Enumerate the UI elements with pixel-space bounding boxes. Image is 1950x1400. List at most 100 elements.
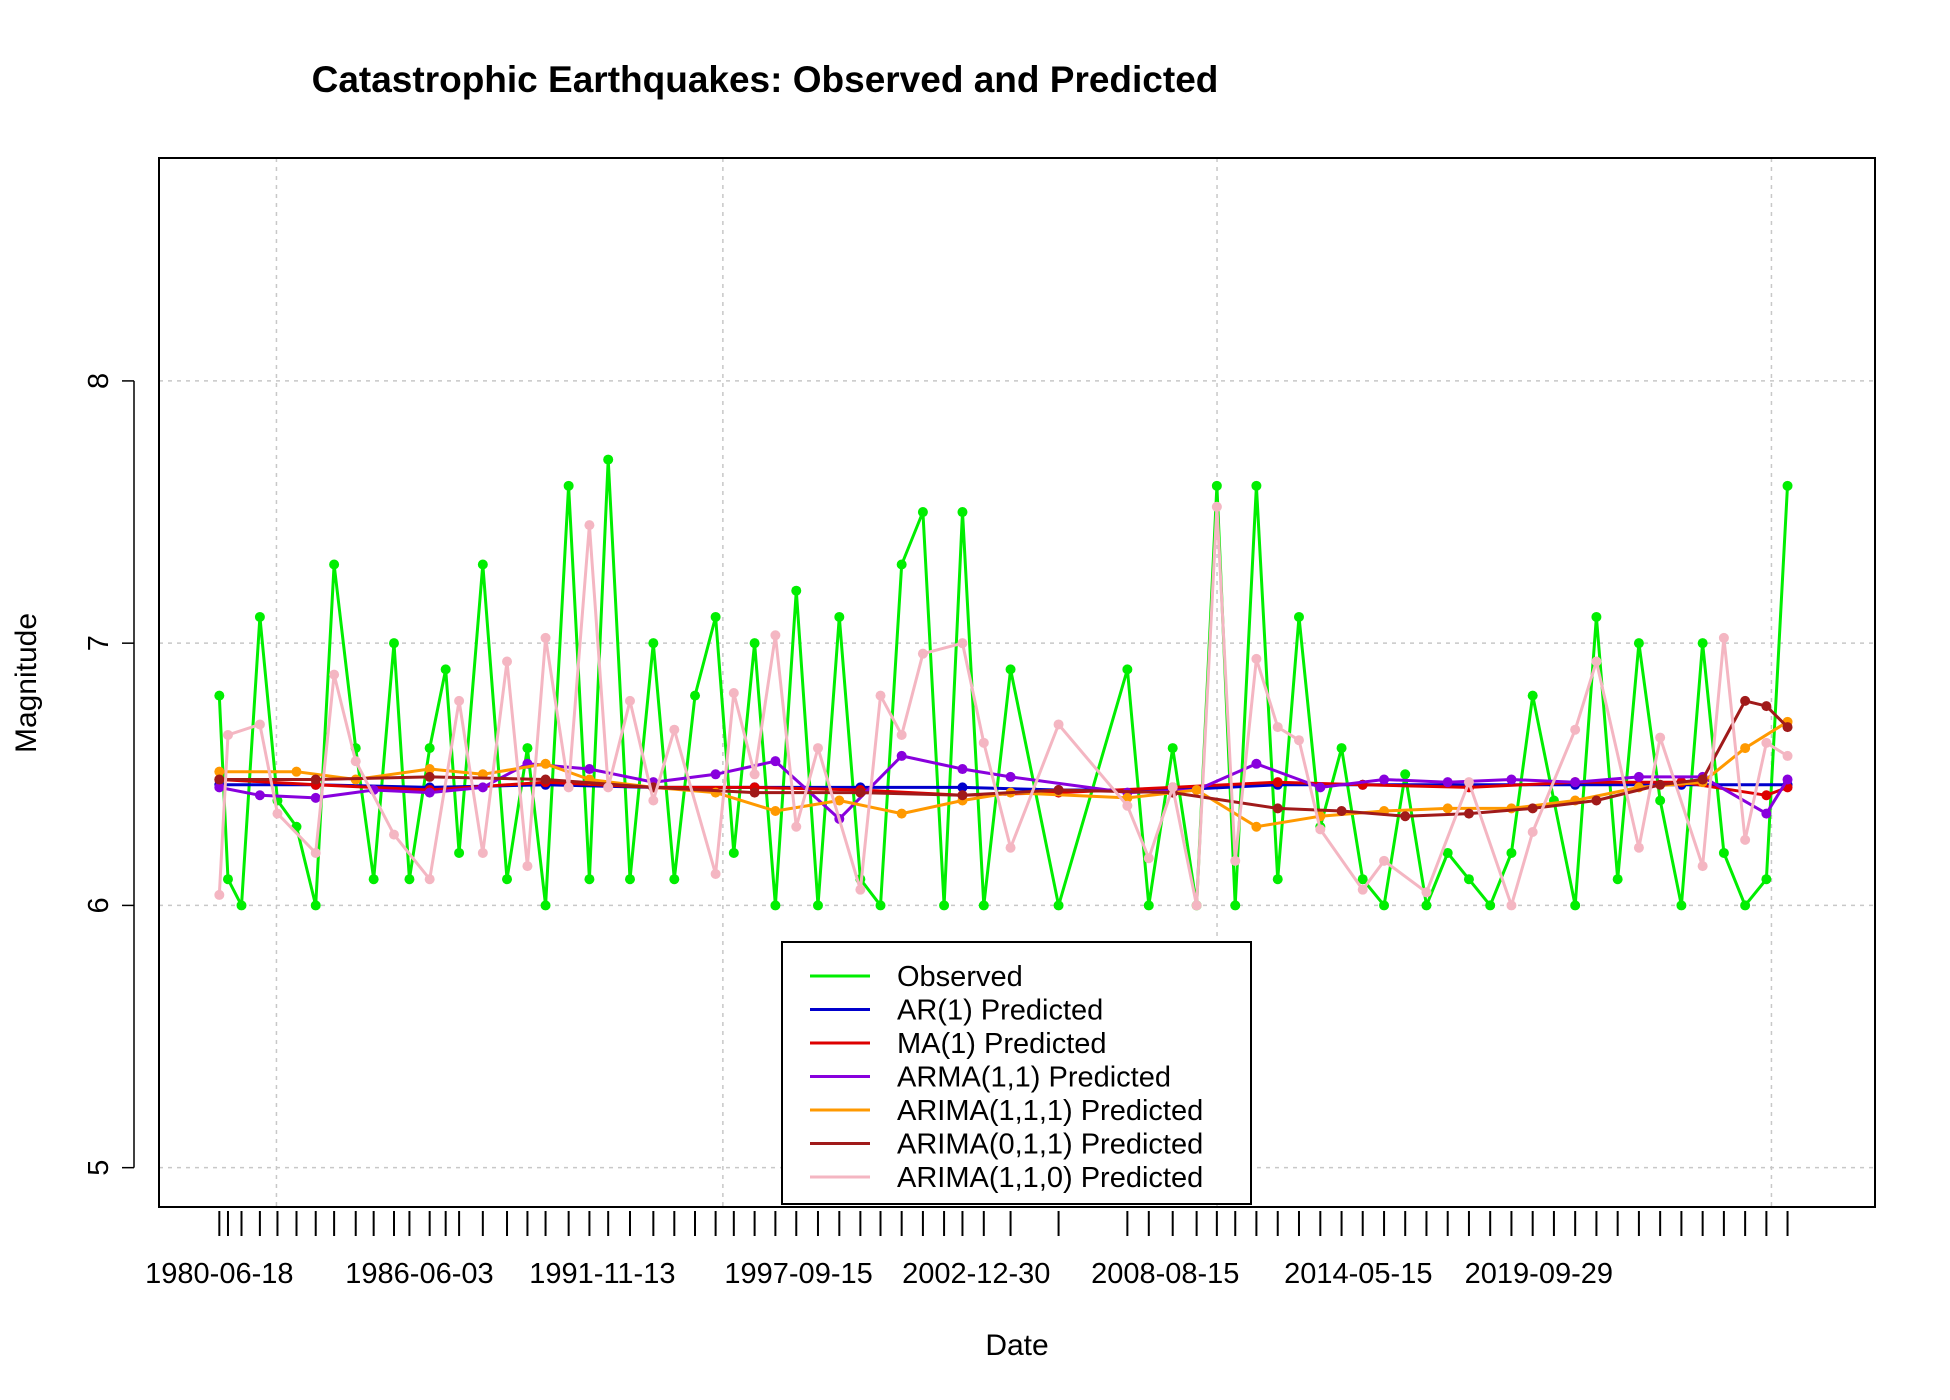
data-point — [624, 695, 635, 706]
data-point — [477, 559, 488, 570]
data-point — [728, 687, 739, 698]
data-point — [1005, 842, 1016, 853]
data-point — [1272, 722, 1283, 733]
data-point — [1167, 743, 1178, 754]
data-point — [236, 900, 247, 911]
data-point — [896, 808, 907, 819]
data-point — [1591, 656, 1602, 667]
date-rug — [218, 1211, 1789, 1236]
data-point — [1570, 724, 1581, 735]
data-point — [540, 758, 551, 769]
data-point — [1400, 769, 1411, 780]
data-point — [855, 787, 866, 798]
data-point — [584, 874, 595, 885]
data-point — [1272, 803, 1283, 814]
data-point — [1761, 737, 1772, 748]
data-point — [1485, 900, 1496, 911]
data-point — [648, 638, 659, 649]
data-point — [1442, 803, 1453, 814]
data-point — [896, 559, 907, 570]
data-point — [1697, 861, 1708, 872]
data-point — [477, 782, 488, 793]
data-point — [603, 454, 614, 465]
data-point — [749, 638, 760, 649]
data-point — [834, 795, 845, 806]
data-point — [1591, 795, 1602, 806]
data-point — [1053, 900, 1064, 911]
data-point — [791, 585, 802, 596]
data-point — [917, 507, 928, 518]
data-point — [770, 806, 781, 817]
data-point — [1251, 758, 1262, 769]
data-point — [272, 808, 283, 819]
series-layer — [214, 454, 1793, 911]
data-point — [502, 874, 513, 885]
chart-title: Catastrophic Earthquakes: Observed and P… — [312, 59, 1219, 100]
data-point — [1655, 779, 1666, 790]
data-point — [424, 771, 435, 782]
legend-label-6: ARIMA(1,1,0) Predicted — [897, 1162, 1203, 1194]
data-point — [522, 861, 533, 872]
series-line-0 — [217, 458, 1789, 907]
x-axis-label: Date — [985, 1329, 1048, 1362]
data-point — [404, 874, 415, 885]
data-point — [1379, 900, 1390, 911]
data-point — [957, 638, 968, 649]
data-point — [310, 774, 321, 785]
data-point — [454, 695, 465, 706]
data-point — [1591, 611, 1602, 622]
data-point — [1740, 900, 1751, 911]
x-tick-label: 2002-12-30 — [902, 1258, 1050, 1290]
data-point — [1570, 900, 1581, 911]
data-point — [254, 790, 265, 801]
data-point — [1633, 638, 1644, 649]
data-point — [222, 729, 233, 740]
data-point — [1315, 782, 1326, 793]
data-point — [669, 874, 680, 885]
data-point — [1357, 874, 1368, 885]
data-point — [1315, 824, 1326, 835]
data-point — [329, 559, 340, 570]
data-point — [1527, 803, 1538, 814]
data-point — [1357, 884, 1368, 895]
y-tick-label: 6 — [83, 897, 115, 913]
data-point — [1782, 774, 1793, 785]
data-point — [1251, 480, 1262, 491]
data-point — [1400, 811, 1411, 822]
data-point — [214, 690, 225, 701]
data-point — [1527, 826, 1538, 837]
data-point — [1053, 719, 1064, 730]
data-point — [648, 795, 659, 806]
data-point — [310, 792, 321, 803]
data-point — [1527, 690, 1538, 701]
data-point — [1122, 792, 1133, 803]
data-point — [1336, 743, 1347, 754]
data-point — [1782, 750, 1793, 761]
data-point — [896, 729, 907, 740]
data-point — [350, 756, 361, 767]
y-tick-label: 8 — [83, 373, 115, 389]
data-point — [855, 884, 866, 895]
data-point — [1506, 774, 1517, 785]
data-point — [522, 743, 533, 754]
data-point — [1143, 900, 1154, 911]
data-point — [939, 900, 950, 911]
data-point — [690, 690, 701, 701]
data-point — [1633, 842, 1644, 853]
series-6 — [214, 501, 1793, 911]
data-point — [1676, 900, 1687, 911]
legend-box — [781, 941, 1252, 1205]
data-point — [603, 782, 614, 793]
data-point — [1167, 782, 1178, 793]
x-tick-label: 1997-09-15 — [724, 1258, 872, 1290]
data-point — [834, 611, 845, 622]
x-tick-label: 2008-08-15 — [1091, 1258, 1239, 1290]
data-point — [329, 669, 340, 680]
data-point — [1612, 874, 1623, 885]
plot-area-frame — [158, 157, 1876, 1208]
data-point — [1272, 874, 1283, 885]
data-point — [540, 774, 551, 785]
legend-label-4: ARIMA(1,1,1) Predicted — [897, 1095, 1203, 1127]
data-point — [1230, 855, 1241, 866]
